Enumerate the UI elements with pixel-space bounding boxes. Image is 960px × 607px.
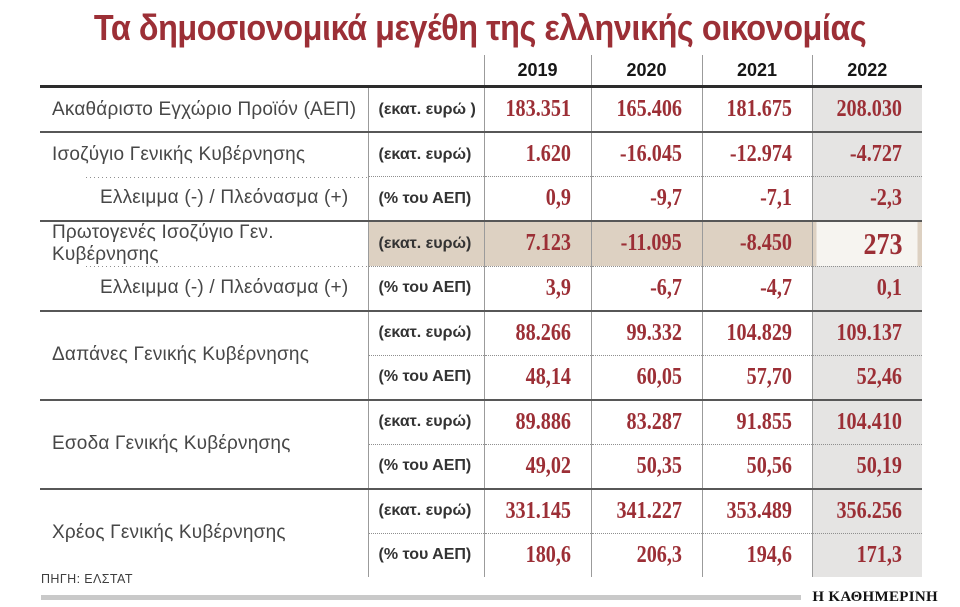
value-cell: 180,6 (483, 532, 591, 577)
row-unit: (% του ΑΕΠ) (367, 265, 484, 311)
table-row-expenditure: Δαπάνες Γενικής Κυβέρνησης (εκατ. ευρώ) … (40, 309, 922, 400)
value-cell: 353.489 (701, 487, 812, 533)
publisher-logo: Η ΚΑΘΗΜΕΡΙΝΗ (812, 589, 938, 605)
row-unit: (% του ΑΕΠ) (367, 354, 484, 400)
footer: Η ΚΑΘΗΜΕΡΙΝΗ (41, 589, 938, 606)
value-cell: 48,14 (483, 354, 591, 400)
value-cell: 341.227 (590, 487, 702, 533)
row-unit: (% του ΑΕΠ) (367, 443, 484, 489)
value-cell: 206,3 (590, 532, 702, 577)
value-cell: 7.123 (483, 220, 591, 266)
value-cell: 50,35 (590, 443, 702, 489)
value-cell: -7,1 (701, 176, 812, 221)
value-cell: 50,56 (701, 443, 812, 489)
table-row-primary-balance-pct: Ελλειμμα (-) / Πλεόνασμα (+) (% του ΑΕΠ)… (40, 265, 922, 311)
value-cell: 83.287 (590, 398, 702, 444)
table-row-gdp: Ακαθάριστο Εγχώριο Προϊόν (ΑΕΠ) (εκατ. ε… (40, 86, 922, 132)
value-cell: -12.974 (701, 131, 812, 177)
value-cell: 99.332 (590, 309, 702, 355)
fiscal-table: 2019 2020 2021 2022 Ακαθάριστο Εγχώριο Π… (40, 55, 922, 577)
value-cell: 52,46 (811, 354, 922, 400)
row-unit: (εκατ. ευρώ) (367, 131, 484, 177)
row-label: Χρέος Γενικής Κυβέρνησης (40, 487, 368, 577)
row-label: Ακαθάριστο Εγχώριο Προϊόν (ΑΕΠ) (52, 98, 357, 120)
row-unit: (εκατ. ευρώ) (367, 309, 484, 355)
value-cell: 356.256 (811, 487, 922, 533)
value-cell: -6,7 (590, 265, 702, 311)
value-cell: -8.450 (701, 220, 812, 266)
source-note: ΠΗΓΗ: ΕΛΣΤΑΤ (41, 572, 133, 586)
value-cell: 91.855 (701, 398, 812, 444)
row-unit: (εκατ. ευρώ) (367, 220, 484, 266)
header-spacer (40, 55, 484, 88)
row-label: Δαπάνες Γενικής Κυβέρνησης (40, 309, 368, 400)
value-cell: 49,02 (483, 443, 591, 489)
year-header-row: 2019 2020 2021 2022 (40, 55, 922, 88)
value-cell: 165.406 (590, 86, 702, 132)
value-cell: -4,7 (701, 265, 812, 311)
row-label: Ισοζύγιο Γενικής Κυβέρνησης (40, 131, 368, 177)
value-cell-highlight: 273 (811, 220, 922, 266)
year-header-2019: 2019 (483, 55, 591, 88)
value-cell: -11.095 (590, 220, 702, 266)
table-row-expenditure-pct: (% του ΑΕΠ) 48,14 60,05 57,70 52,46 (40, 354, 922, 400)
value-cell: 181.675 (701, 86, 812, 132)
value-cell: 1.620 (483, 131, 591, 177)
table-row-revenue-pct: (% του ΑΕΠ) 49,02 50,35 50,56 50,19 (40, 443, 922, 489)
value-cell: 104.829 (701, 309, 812, 355)
value-cell: 104.410 (811, 398, 922, 444)
row-unit: (εκατ. ευρώ) (367, 398, 484, 444)
value-cell: 109.137 (811, 309, 922, 355)
chart-title: Τα δημοσιονομικά μεγέθη της ελληνικής οι… (0, 7, 960, 49)
value-cell: 194,6 (701, 532, 812, 577)
value-cell: 88.266 (483, 309, 591, 355)
year-header-2021: 2021 (701, 55, 812, 88)
table-row-primary-balance: Πρωτογενές Ισοζύγιο Γεν. Κυβέρνησης (εκα… (40, 220, 922, 266)
value-cell: 183.351 (483, 86, 591, 132)
year-header-2020: 2020 (590, 55, 702, 88)
row-unit: (% του ΑΕΠ) (367, 176, 484, 221)
value-cell: -2,3 (811, 176, 922, 221)
value-cell: -4.727 (811, 131, 922, 177)
value-cell: 0,1 (811, 265, 922, 311)
year-header-2022: 2022 (811, 55, 922, 88)
value-cell: 57,70 (701, 354, 812, 400)
value-cell: 89.886 (483, 398, 591, 444)
value-cell: 3,9 (483, 265, 591, 311)
row-unit: (εκατ. ευρώ) (367, 487, 484, 533)
row-unit: (εκατ. ευρώ ) (367, 86, 484, 132)
row-label: Εσοδα Γενικής Κυβέρνησης (40, 398, 368, 489)
value-cell: -16.045 (590, 131, 702, 177)
table-row-balance: Ισοζύγιο Γενικής Κυβέρνησης (εκατ. ευρώ)… (40, 131, 922, 177)
row-label: Ελλειμμα (-) / Πλεόνασμα (+) (40, 176, 368, 221)
value-cell: 171,3 (811, 532, 922, 577)
value-cell: -9,7 (590, 176, 702, 221)
row-label: Πρωτογενές Ισοζύγιο Γεν. Κυβέρνησης (40, 220, 368, 266)
chart-title-text: Τα δημοσιονομικά μεγέθη της ελληνικής οι… (93, 7, 867, 48)
table-row-balance-pct: Ελλειμμα (-) / Πλεόνασμα (+) (% του ΑΕΠ)… (40, 176, 922, 221)
table-row-revenue: Εσοδα Γενικής Κυβέρνησης (εκατ. ευρώ) 89… (40, 398, 922, 489)
value-cell: 50,19 (811, 443, 922, 489)
value-cell: 0,9 (483, 176, 591, 221)
row-unit: (% του ΑΕΠ) (367, 532, 484, 577)
row-label: Ελλειμμα (-) / Πλεόνασμα (+) (40, 266, 368, 311)
table-row-debt: Χρέος Γενικής Κυβέρνησης (εκατ. ευρώ) 33… (40, 487, 922, 577)
value-cell: 208.030 (811, 86, 922, 132)
footer-rule (41, 595, 802, 600)
table-row-debt-pct: (% του ΑΕΠ) 180,6 206,3 194,6 171,3 (40, 532, 922, 577)
value-cell: 331.145 (483, 487, 591, 533)
value-cell: 60,05 (590, 354, 702, 400)
